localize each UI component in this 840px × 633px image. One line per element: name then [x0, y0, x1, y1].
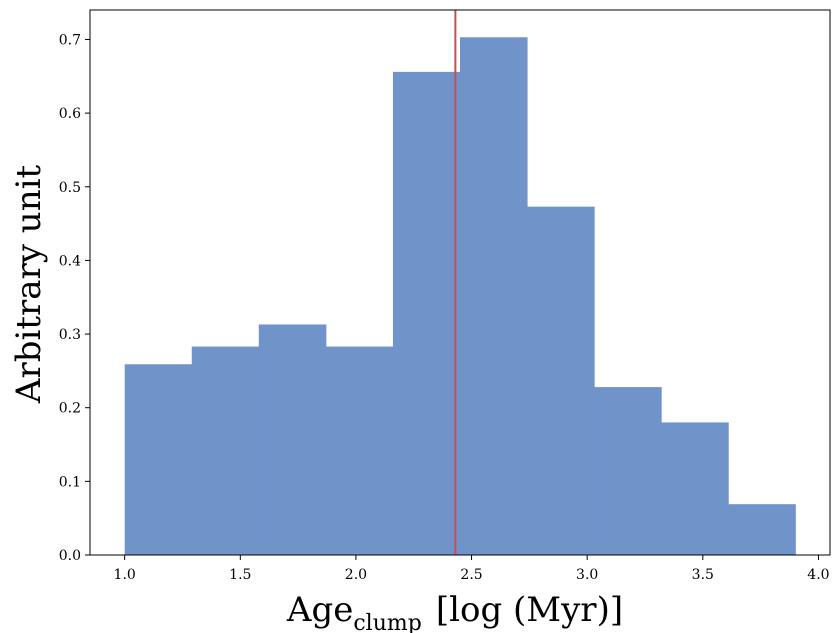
- histogram-bar: [594, 387, 662, 555]
- x-tick-label: 1.0: [114, 567, 136, 583]
- y-tick-label: 0.2: [59, 401, 81, 417]
- histogram-bar: [661, 422, 729, 555]
- plot-frame: [89, 9, 831, 556]
- histogram-bar: [392, 71, 461, 555]
- y-tick-label: 0.0: [59, 548, 81, 564]
- x-axis-label-subscript: clump: [353, 611, 421, 633]
- x-axis-label-units: [log (Myr)]: [436, 590, 623, 630]
- histogram-bar: [124, 364, 193, 555]
- y-tick-label: 0.1: [59, 474, 81, 490]
- x-tick-label: 2.0: [345, 567, 367, 583]
- y-axis-ticks: 0.0 0.1 0.2 0.3 0.4 0.5 0.6 0.7: [59, 32, 90, 564]
- histogram-bar: [258, 324, 327, 555]
- x-tick-label: 1.5: [229, 567, 251, 583]
- y-tick-label: 0.4: [59, 253, 81, 269]
- x-tick-label: 2.5: [460, 567, 482, 583]
- histogram-bar: [460, 37, 528, 555]
- histogram-bar: [325, 346, 394, 555]
- y-axis-label: Arbitrary unit: [9, 165, 49, 405]
- y-tick-label: 0.5: [59, 180, 81, 196]
- x-tick-label: 4.0: [807, 567, 829, 583]
- histogram-bar: [728, 504, 796, 555]
- x-axis-ticks: 1.0 1.5 2.0 2.5 3.0 3.5 4.0: [114, 555, 830, 583]
- x-tick-label: 3.0: [576, 567, 598, 583]
- x-axis-label: Ageclump [log (Myr)]: [286, 590, 623, 633]
- x-tick-label: 3.5: [692, 567, 714, 583]
- y-tick-label: 0.7: [59, 32, 81, 48]
- y-tick-label: 0.6: [59, 106, 81, 122]
- histogram-bar: [191, 346, 260, 555]
- histogram-bars: [124, 37, 796, 555]
- histogram-bar: [527, 206, 595, 555]
- y-tick-label: 0.3: [59, 327, 81, 343]
- x-axis-label-main: Age: [286, 590, 353, 630]
